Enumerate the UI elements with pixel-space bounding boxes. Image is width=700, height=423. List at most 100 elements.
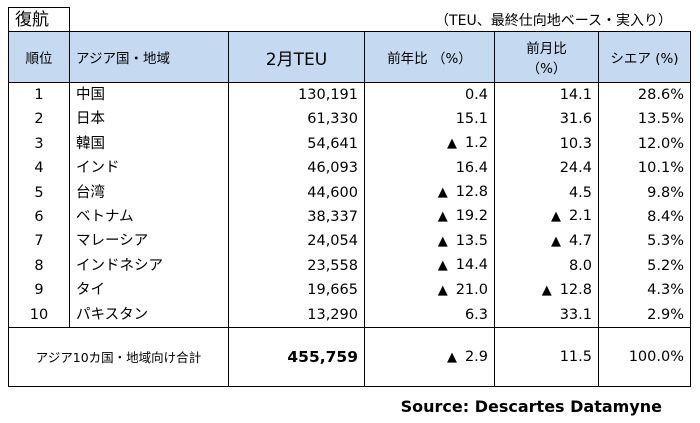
cell-share: 5.3%: [598, 229, 691, 254]
header-mom-line1: 前月比: [526, 41, 567, 57]
cell-rank: 5: [8, 180, 70, 205]
cell-yoy-value: 13.5: [455, 232, 488, 249]
cell-yoy: ▲ 12.8: [364, 180, 495, 205]
ranking-table: 順位 アジア国・地域 2月TEU 前年比 （%） 前月比 （%） シエア (%)…: [8, 31, 691, 388]
cell-mom-value: 12.8: [559, 281, 592, 298]
direction-tag: 復航: [8, 7, 70, 31]
cell-region: 日本: [69, 106, 229, 132]
cell-teu: 13,290: [228, 302, 365, 328]
header-yoy: 前年比 （%）: [364, 31, 495, 83]
total-yoy-value: 2.9: [464, 348, 488, 365]
cell-teu: 54,641: [228, 131, 365, 156]
cell-yoy-value: 15.1: [455, 111, 488, 128]
cell-region: タイ: [69, 278, 229, 303]
cell-mom-value: 14.1: [559, 86, 592, 103]
cell-yoy: ▲ 1.2: [364, 131, 495, 156]
table-row: 3 韓国 54,641 ▲ 1.2 10.3 12.0%: [8, 131, 691, 156]
cell-rank: 3: [8, 131, 70, 156]
cell-rank: 9: [8, 278, 70, 303]
cell-share: 9.8%: [598, 180, 691, 205]
table-row: 8 インドネシア 23,558 ▲ 14.4 8.0 5.2%: [8, 253, 691, 279]
cell-region: 台湾: [69, 180, 229, 205]
cell-mom: ▲ 12.8: [494, 278, 599, 303]
cell-mom: 4.5: [494, 180, 599, 205]
decrease-triangle-icon: ▲: [446, 349, 457, 365]
cell-teu: 24,054: [228, 229, 365, 254]
table-row: 2 日本 61,330 15.1 31.6 13.5%: [8, 106, 691, 132]
cell-mom: 33.1: [494, 302, 599, 328]
cell-share: 28.6%: [598, 81, 691, 107]
cell-mom-value: 31.6: [559, 111, 592, 128]
table-row: 6 ベトナム 38,337 ▲ 19.2 ▲ 2.1 8.4%: [8, 204, 691, 230]
cell-share: 8.4%: [598, 204, 691, 230]
cell-mom: 24.4: [494, 155, 599, 181]
header-row: 順位 アジア国・地域 2月TEU 前年比 （%） 前月比 （%） シエア (%): [8, 31, 691, 83]
cell-teu: 23,558: [228, 253, 365, 279]
cell-teu: 38,337: [228, 204, 365, 230]
cell-teu: 61,330: [228, 106, 365, 132]
cell-mom: 10.3: [494, 131, 599, 156]
cell-share: 5.2%: [598, 253, 691, 279]
cell-region: ベトナム: [69, 204, 229, 230]
cell-yoy: 16.4: [364, 155, 495, 181]
cell-teu: 130,191: [228, 81, 365, 107]
cell-rank: 6: [8, 204, 70, 230]
decrease-triangle-icon: ▲: [446, 136, 457, 152]
decrease-triangle-icon: ▲: [550, 209, 561, 225]
header-mom-line2: （%）: [526, 61, 567, 77]
decrease-triangle-icon: ▲: [437, 209, 448, 225]
cell-region: パキスタン: [69, 302, 229, 328]
cell-mom-value: 10.3: [559, 135, 592, 152]
cell-mom: 8.0: [494, 253, 599, 279]
cell-rank: 2: [8, 106, 70, 132]
total-share: 100.0%: [598, 326, 691, 388]
cell-yoy: 0.4: [364, 81, 495, 107]
cell-mom-value: 24.4: [559, 160, 592, 177]
total-label: アジア10カ国・地域向け合計: [8, 326, 229, 388]
cell-mom: 14.1: [494, 81, 599, 107]
cell-mom-value: 8.0: [568, 257, 592, 274]
cell-yoy-value: 12.8: [455, 184, 488, 201]
cell-share: 13.5%: [598, 106, 691, 132]
cell-share: 2.9%: [598, 302, 691, 328]
table-row: 4 インド 46,093 16.4 24.4 10.1%: [8, 155, 691, 181]
cell-yoy-value: 21.0: [455, 281, 488, 298]
table-body: 1 中国 130,191 0.4 14.1 28.6% 2 日本 61,330 15.1 31.6 1…: [8, 81, 691, 328]
table-row: 1 中国 130,191 0.4 14.1 28.6%: [8, 81, 691, 107]
cell-yoy-value: 14.4: [455, 257, 488, 274]
cell-share: 4.3%: [598, 278, 691, 303]
header-mom: 前月比 （%）: [494, 31, 599, 83]
header-region: アジア国・地域: [69, 31, 229, 83]
cell-rank: 4: [8, 155, 70, 181]
cell-rank: 10: [8, 302, 70, 328]
total-mom-value: 11.5: [559, 348, 592, 365]
total-row: アジア10カ国・地域向け合計 455,759 ▲ 2.9 11.5 100.0%: [8, 326, 691, 388]
table-row: 10 パキスタン 13,290 6.3 33.1 2.9%: [8, 302, 691, 328]
cell-yoy-value: 6.3: [464, 306, 488, 323]
header-rank: 順位: [8, 31, 70, 83]
table-row: 9 タイ 19,665 ▲ 21.0 ▲ 12.8 4.3%: [8, 278, 691, 303]
cell-yoy-value: 1.2: [464, 135, 488, 152]
cell-yoy: ▲ 19.2: [364, 204, 495, 230]
cell-yoy: ▲ 14.4: [364, 253, 495, 279]
cell-mom-value: 2.1: [568, 208, 592, 225]
cell-region: 韓国: [69, 131, 229, 156]
cell-teu: 19,665: [228, 278, 365, 303]
cell-rank: 7: [8, 229, 70, 254]
cell-yoy: ▲ 13.5: [364, 229, 495, 254]
cell-mom-value: 33.1: [559, 306, 592, 323]
cell-share: 10.1%: [598, 155, 691, 181]
cell-share: 12.0%: [598, 131, 691, 156]
cell-yoy-value: 19.2: [455, 208, 488, 225]
table-row: 5 台湾 44,600 ▲ 12.8 4.5 9.8%: [8, 180, 691, 205]
cell-yoy: 15.1: [364, 106, 495, 132]
cell-yoy-value: 16.4: [455, 160, 488, 177]
cell-yoy-value: 0.4: [464, 86, 488, 103]
cell-yoy: ▲ 21.0: [364, 278, 495, 303]
decrease-triangle-icon: ▲: [437, 282, 448, 298]
cell-teu: 44,600: [228, 180, 365, 205]
cell-mom-value: 4.7: [568, 232, 592, 249]
decrease-triangle-icon: ▲: [541, 282, 552, 298]
cell-teu: 46,093: [228, 155, 365, 181]
cell-mom: ▲ 2.1: [494, 204, 599, 230]
